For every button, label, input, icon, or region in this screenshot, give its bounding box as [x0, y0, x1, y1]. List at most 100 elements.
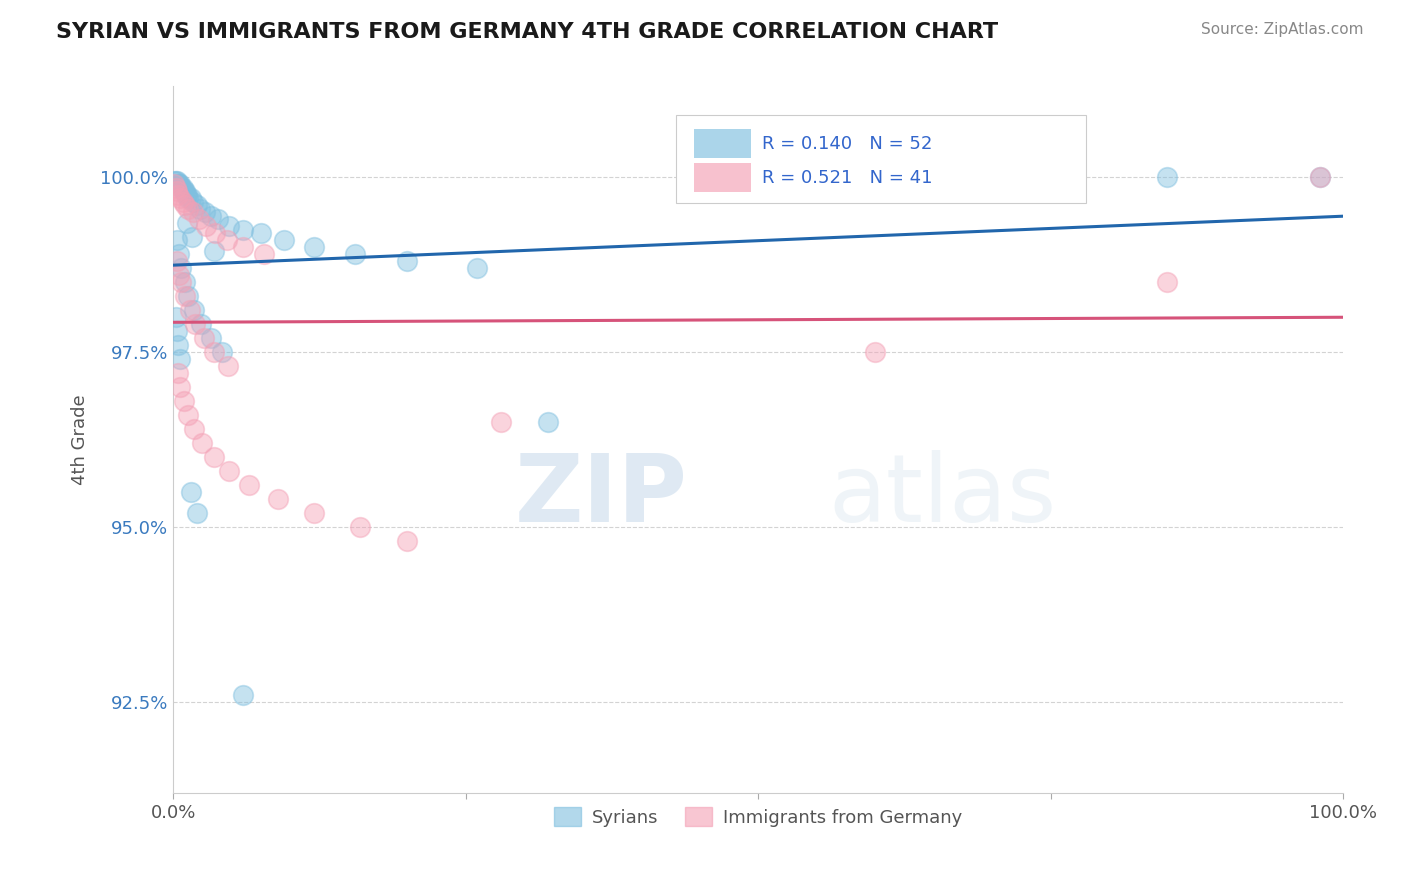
Point — [177, 409, 200, 423]
Point — [167, 178, 190, 192]
Point — [207, 212, 229, 227]
Point — [188, 202, 211, 216]
Point — [181, 230, 204, 244]
Point — [165, 310, 187, 325]
Point — [172, 194, 194, 209]
FancyBboxPatch shape — [676, 115, 1085, 203]
Point — [176, 187, 198, 202]
Point — [167, 367, 190, 381]
Point — [170, 276, 193, 290]
Point — [176, 216, 198, 230]
Point — [177, 202, 200, 216]
Point — [204, 227, 226, 241]
Point — [211, 345, 233, 359]
Point — [181, 194, 204, 209]
Point — [302, 507, 325, 521]
Point — [166, 324, 188, 338]
Point — [167, 178, 190, 192]
Point — [172, 181, 194, 195]
Point — [180, 485, 202, 500]
Point — [179, 303, 201, 318]
Point — [167, 338, 190, 352]
Point — [180, 191, 202, 205]
Point — [170, 261, 193, 276]
FancyBboxPatch shape — [693, 128, 751, 159]
Point — [166, 233, 188, 247]
Point — [186, 198, 208, 212]
Point — [250, 227, 273, 241]
Point — [1156, 170, 1178, 185]
Point — [183, 303, 205, 318]
Point — [200, 209, 222, 223]
Point — [174, 289, 197, 303]
Point — [165, 174, 187, 188]
Point — [215, 233, 238, 247]
Point — [186, 507, 208, 521]
Point — [200, 331, 222, 345]
Legend: Syrians, Immigrants from Germany: Syrians, Immigrants from Germany — [547, 800, 970, 834]
Point — [163, 178, 186, 192]
Point — [194, 205, 217, 219]
Point — [489, 415, 512, 429]
Point — [202, 450, 225, 465]
Point — [1309, 170, 1331, 185]
Point — [232, 240, 254, 254]
Point — [174, 198, 197, 212]
Point — [343, 247, 366, 261]
Point — [232, 689, 254, 703]
Point — [174, 187, 197, 202]
Point — [396, 254, 419, 268]
Point — [173, 185, 195, 199]
Point — [166, 185, 188, 199]
Point — [183, 422, 205, 436]
Text: R = 0.521   N = 41: R = 0.521 N = 41 — [762, 169, 932, 186]
Point — [1156, 276, 1178, 290]
Point — [166, 254, 188, 268]
Point — [169, 178, 191, 192]
Text: Source: ZipAtlas.com: Source: ZipAtlas.com — [1201, 22, 1364, 37]
Point — [536, 415, 558, 429]
Text: R = 0.140   N = 52: R = 0.140 N = 52 — [762, 135, 932, 153]
Text: atlas: atlas — [828, 450, 1056, 542]
Point — [174, 276, 197, 290]
FancyBboxPatch shape — [693, 162, 751, 193]
Point — [267, 492, 290, 507]
Y-axis label: 4th Grade: 4th Grade — [72, 394, 89, 485]
Point — [169, 380, 191, 394]
Point — [167, 268, 190, 283]
Point — [232, 223, 254, 237]
Point — [165, 181, 187, 195]
Point — [202, 345, 225, 359]
Point — [193, 331, 215, 345]
Point — [396, 534, 419, 549]
Point — [177, 191, 200, 205]
Point — [349, 520, 371, 534]
Point — [202, 244, 225, 258]
Point — [273, 233, 295, 247]
Point — [166, 174, 188, 188]
Point — [173, 394, 195, 409]
Text: SYRIAN VS IMMIGRANTS FROM GERMANY 4TH GRADE CORRELATION CHART: SYRIAN VS IMMIGRANTS FROM GERMANY 4TH GR… — [56, 22, 998, 42]
Point — [181, 205, 204, 219]
Point — [238, 478, 260, 492]
Point — [218, 464, 240, 478]
Point — [177, 289, 200, 303]
Text: ZIP: ZIP — [515, 450, 688, 542]
Point — [174, 185, 197, 199]
Point — [167, 247, 190, 261]
Point — [170, 181, 193, 195]
Point — [191, 436, 214, 450]
Point — [194, 219, 217, 234]
Point — [190, 318, 212, 332]
Point — [169, 352, 191, 367]
Point — [467, 261, 489, 276]
Point — [302, 240, 325, 254]
Point — [169, 191, 191, 205]
Point — [187, 212, 209, 227]
Point — [217, 359, 239, 374]
Point — [163, 174, 186, 188]
Point — [253, 247, 276, 261]
Point — [863, 345, 886, 359]
Point — [218, 219, 240, 234]
Point — [167, 187, 190, 202]
